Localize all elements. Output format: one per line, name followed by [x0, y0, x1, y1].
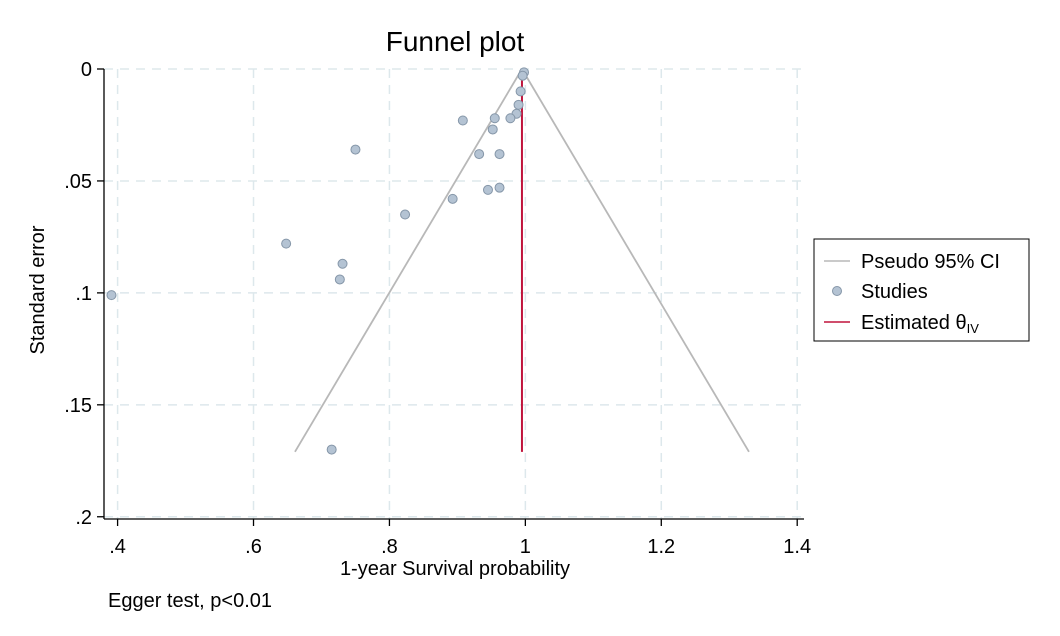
egger-test-note: Egger test, p<0.01 [108, 590, 272, 612]
study-point-15 [400, 209, 411, 220]
study-point-20 [326, 444, 337, 455]
study-point-3 [513, 99, 524, 110]
x-axis-label: 1-year Survival probability [340, 558, 570, 580]
y-ticks: 0 .05 .1 .15 .2 [64, 59, 104, 529]
legend-box [813, 238, 1030, 342]
ci-line-left [294, 68, 523, 453]
x-tick-label-3: 1 [520, 536, 531, 558]
y-tick-label-1: .05 [64, 171, 92, 193]
study-points [106, 67, 529, 455]
study-point-16 [281, 238, 292, 249]
study-point-18 [334, 274, 345, 285]
y-tick-label-0: 0 [81, 59, 92, 81]
legend-estimate-text: Estimated θ [861, 312, 967, 334]
legend-ci-label: Pseudo 95% CI [861, 251, 1000, 273]
legend-studies-label: Studies [861, 281, 928, 303]
legend-estimate-subscript: IV [967, 321, 980, 336]
y-axis-label: Standard error [27, 225, 49, 354]
study-point-13 [494, 182, 505, 193]
gridlines [104, 68, 804, 519]
study-point-10 [474, 149, 485, 160]
y-tick-label-3: .15 [64, 395, 92, 417]
ci-line-right [521, 68, 750, 453]
study-point-11 [494, 149, 505, 160]
x-tick-label-2: .8 [381, 536, 398, 558]
study-point-6 [489, 113, 500, 124]
study-point-19 [106, 290, 117, 301]
x-ticks: .4 .6 .8 1 1.2 1.4 [109, 519, 811, 558]
study-point-5 [505, 113, 516, 124]
x-tick-label-0: .4 [109, 536, 126, 558]
study-point-17 [337, 258, 348, 269]
study-point-9 [350, 144, 361, 155]
x-tick-label-5: 1.4 [783, 536, 811, 558]
legend: Pseudo 95% CI Studies Estimated θIV [813, 238, 1030, 342]
chart-title: Funnel plot [386, 26, 525, 57]
legend-estimate-label: Estimated θIV [861, 312, 979, 336]
study-point-8 [487, 124, 498, 135]
x-tick-label-4: 1.2 [647, 536, 675, 558]
study-point-7 [457, 115, 468, 126]
study-point-2 [515, 86, 526, 97]
study-point-12 [482, 184, 493, 195]
study-point-1 [517, 70, 528, 81]
legend-studies-swatch [832, 286, 842, 296]
study-point-14 [447, 193, 458, 204]
pseudo-ci-lines [294, 68, 750, 453]
y-tick-label-4: .2 [75, 507, 92, 529]
x-tick-label-1: .6 [245, 536, 262, 558]
y-tick-label-2: .1 [75, 283, 92, 305]
